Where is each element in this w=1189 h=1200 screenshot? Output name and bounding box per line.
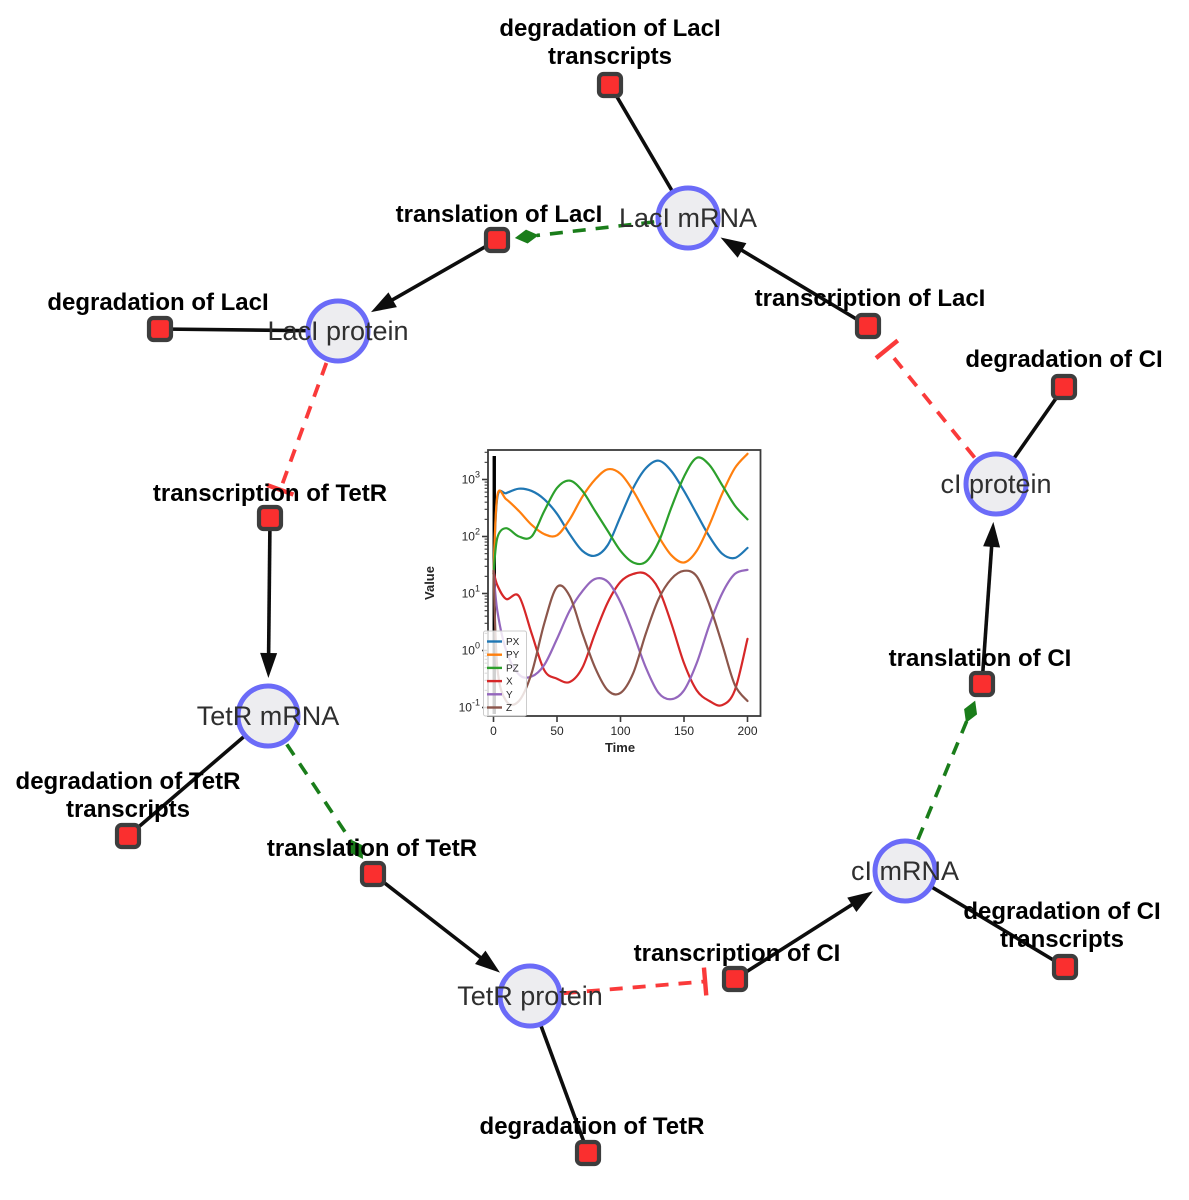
y-tick-label: 100 xyxy=(462,641,480,658)
species-node-ci-mrna xyxy=(872,838,938,904)
species-node-tetr-mrna xyxy=(235,683,301,749)
reaction-node-tx_tetr xyxy=(256,504,284,532)
x-tick-label: 0 xyxy=(490,724,497,738)
reaction-node-deg_tetr_tx xyxy=(114,822,142,850)
reaction-node-deg_tetr xyxy=(574,1139,602,1167)
legend-label-Y: Y xyxy=(506,690,513,701)
reaction-label-deg_ci_tx: degradation of CI xyxy=(963,898,1160,925)
legend-item-PX: PX xyxy=(487,637,520,648)
reaction-label-deg_laci_tx: degradation of LacI xyxy=(499,15,720,42)
x-tick-label: 50 xyxy=(550,724,564,738)
reaction-label-transl_laci: translation of LacI xyxy=(396,201,603,228)
reaction-node-tx_ci xyxy=(721,965,749,993)
legend-label-PZ: PZ xyxy=(506,663,519,674)
reaction-node-deg_ci_tx xyxy=(1051,953,1079,981)
arrowhead-icon xyxy=(847,891,873,912)
reaction-node-deg_laci xyxy=(146,315,174,343)
legend-item-X: X xyxy=(487,677,513,688)
legend-label-X: X xyxy=(506,677,513,688)
species-label-laci-protein: LacI protein xyxy=(267,316,408,346)
y-tick-label: 102 xyxy=(462,527,480,544)
edge-product-tx_tetr-tetr_mrna xyxy=(260,517,278,679)
chart-frame xyxy=(487,449,762,717)
species-node-laci-mrna xyxy=(655,185,721,251)
legend-item-Y: Y xyxy=(487,690,513,701)
species-label-tetr-mrna: TetR mRNA xyxy=(197,701,340,731)
arrowhead-icon xyxy=(260,652,278,679)
species-node-tetr-protein xyxy=(497,963,563,1029)
labels-layer: LacI mRNA LacI protein TetR mRNA TetR prote… xyxy=(16,15,1163,1140)
species-label-ci-mrna: cI mRNA xyxy=(851,856,959,886)
reaction-label-deg_laci: degradation of LacI xyxy=(47,289,268,316)
y-tick-label: 10-1 xyxy=(459,698,480,715)
edge-product-transl_ci-ci_protein xyxy=(980,521,1001,685)
species-label-tetr-protein: TetR protein xyxy=(457,981,603,1011)
edge-product-transl_tetr-tetr_protein xyxy=(371,872,500,973)
reaction-label-deg_tetr_tx-line2: transcripts xyxy=(66,796,190,823)
modifier-diamond-icon xyxy=(514,229,539,244)
reaction-node-tx_laci xyxy=(854,312,882,340)
reaction-label-transl_tetr: translation of TetR xyxy=(267,835,477,862)
reaction-label-deg_ci: degradation of CI xyxy=(965,346,1162,373)
legend-label-PX: PX xyxy=(506,637,520,648)
inhibition-tbar-icon xyxy=(266,482,295,497)
legend-item-PZ: PZ xyxy=(487,663,519,674)
edge-modifier-ci_mrna-transl_ci xyxy=(916,700,978,841)
reaction-label-deg_laci_tx-line2: transcripts xyxy=(548,43,672,70)
legend-item-Z: Z xyxy=(487,703,512,714)
species-node-laci-protein xyxy=(305,298,371,364)
edge-modifier-laci_mrna-transl_laci xyxy=(514,220,655,244)
inhibition-tbar-icon xyxy=(701,967,709,996)
reaction-node-transl_tetr xyxy=(359,860,387,888)
chart-legend: PX PY PZ XYZ xyxy=(483,630,527,717)
y-tick-label: 103 xyxy=(462,470,480,487)
reaction-label-tx_tetr: transcription of TetR xyxy=(153,480,387,507)
species-label-ci-protein: cI protein xyxy=(940,469,1051,499)
reaction-label-deg_tetr: degradation of TetR xyxy=(480,1113,705,1140)
reaction-label-deg_tetr_tx: degradation of TetR xyxy=(16,768,241,795)
arrowhead-icon xyxy=(475,950,500,973)
y-axis-title: Value xyxy=(422,566,437,600)
series-line-PX xyxy=(492,459,749,576)
legend-label-Z: Z xyxy=(506,703,512,714)
x-tick-label: 150 xyxy=(674,724,694,738)
modifier-diamond-icon xyxy=(964,700,978,723)
x-tick-label: 100 xyxy=(610,724,630,738)
arrowhead-icon xyxy=(370,292,397,313)
reaction-node-transl_laci xyxy=(483,226,511,254)
modifier-diamond-icon xyxy=(349,839,364,860)
legend-item-PY: PY xyxy=(487,650,520,661)
legend-label-PY: PY xyxy=(506,650,520,661)
arrowhead-icon xyxy=(983,521,1001,548)
species-label-laci-mrna: LacI mRNA xyxy=(619,203,757,233)
x-axis-title: Time xyxy=(605,740,635,755)
edge-inhibition-laci_protein-tx_tetr xyxy=(266,362,329,497)
reaction-label-transl_ci: translation of CI xyxy=(889,645,1072,672)
inset-chart: 0 50 100 150 20010310210110010-1TimeValuePXP… xyxy=(422,449,762,755)
edge-inhibition-ci_protein-tx_laci xyxy=(874,338,977,459)
edge-product-tx_ci-ci_mrna xyxy=(734,891,873,981)
edge-product-transl_laci-laci_protein xyxy=(370,238,498,313)
series-line-PY xyxy=(492,452,749,576)
edge-inhibition-tetr_protein-tx_ci xyxy=(563,967,709,996)
edges-layer xyxy=(126,84,1066,1154)
y-tick-label: 101 xyxy=(462,584,480,601)
species-node-ci-protein xyxy=(963,451,1029,517)
reaction-node-deg_laci_tx xyxy=(596,71,624,99)
arrowhead-icon xyxy=(720,237,747,258)
inhibition-tbar-icon xyxy=(874,338,900,360)
edge-modifier-tetr_mrna-transl_tetr xyxy=(285,743,364,860)
edge-product-tx_laci-laci_mrna xyxy=(720,237,869,328)
nodes-layer xyxy=(114,71,1079,1167)
reaction-label-tx_laci: transcription of LacI xyxy=(755,285,986,312)
x-tick-label: 200 xyxy=(737,724,757,738)
reaction-label-deg_ci_tx-line2: transcripts xyxy=(1000,926,1124,953)
reaction-label-tx_ci: transcription of CI xyxy=(634,940,841,967)
series-line-PZ xyxy=(492,456,749,576)
reaction-node-transl_ci xyxy=(968,670,996,698)
reaction-node-deg_ci xyxy=(1050,373,1078,401)
